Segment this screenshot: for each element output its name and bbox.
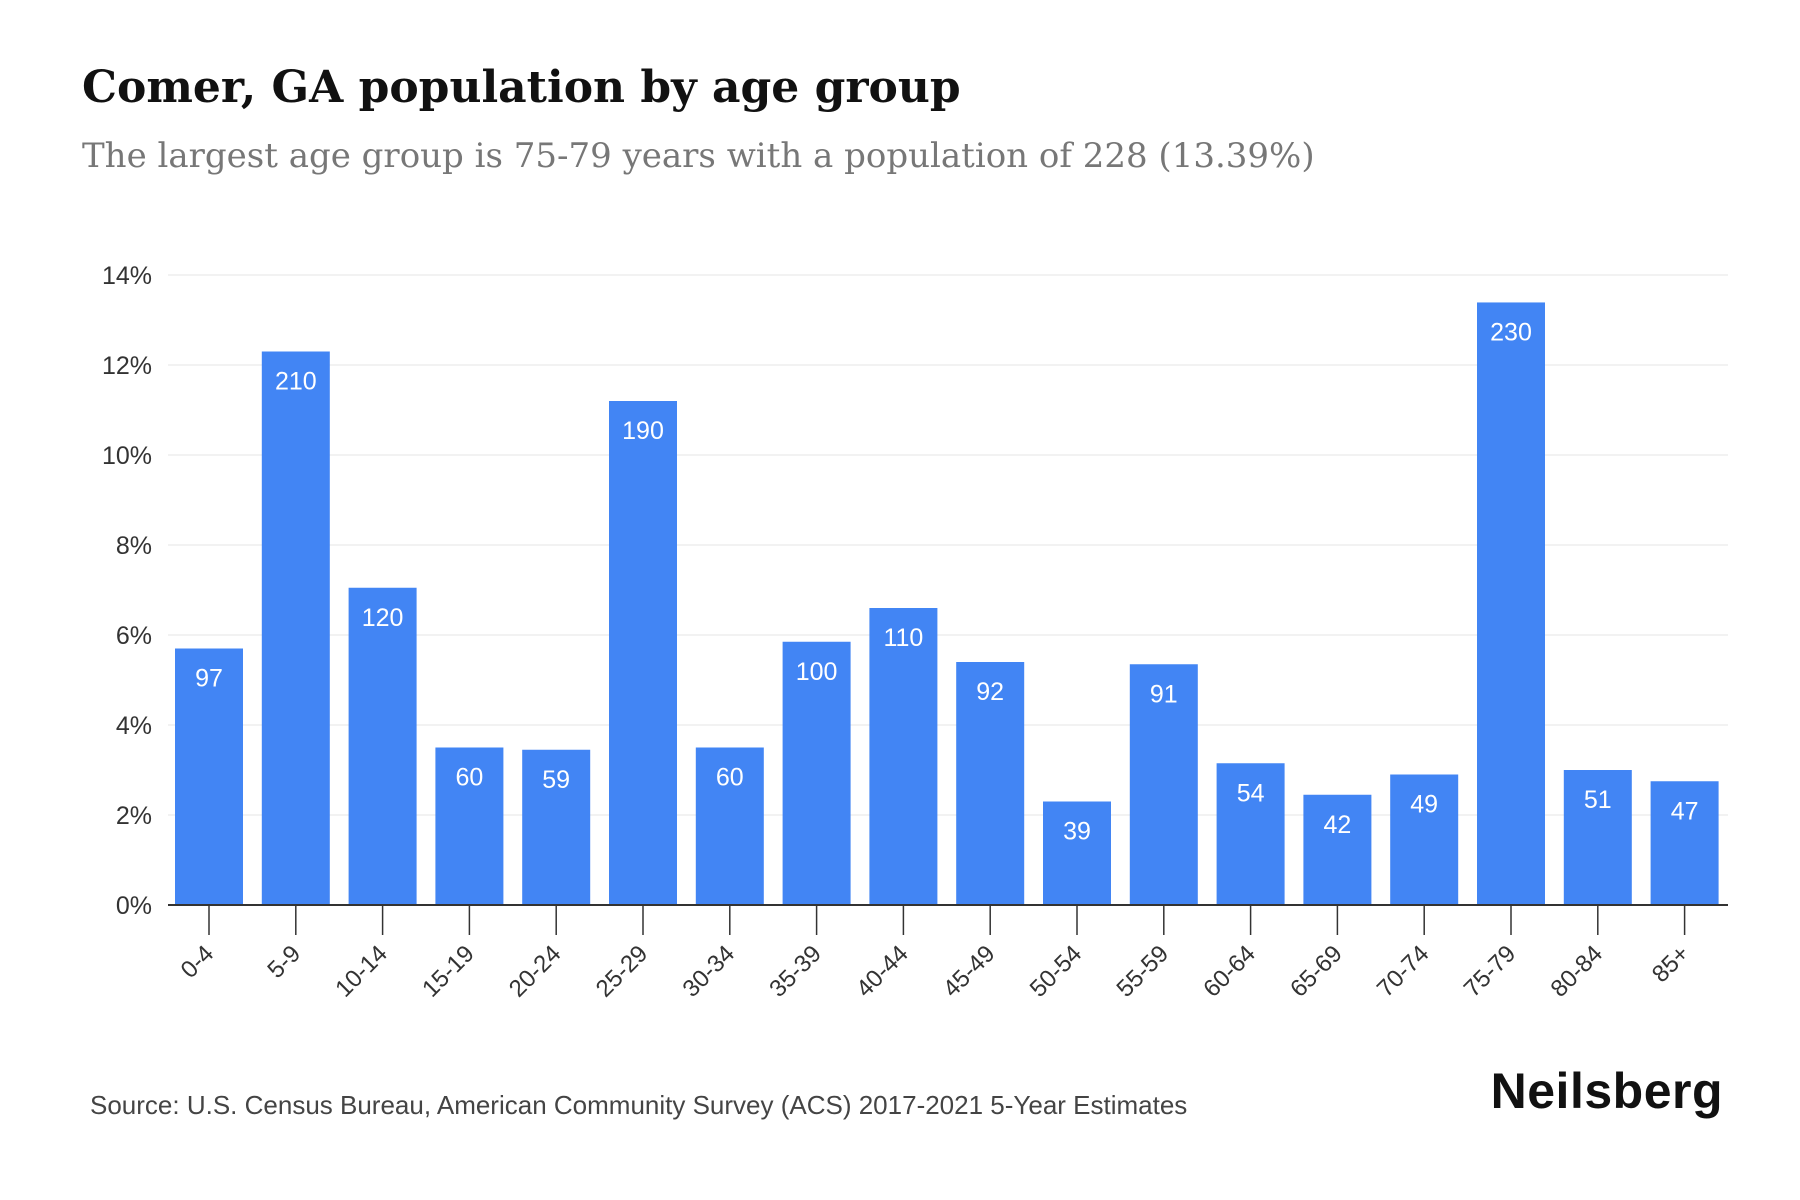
- bar-value-label: 110: [883, 624, 923, 652]
- bar-value-label: 97: [195, 665, 223, 693]
- bar-value-label: 47: [1671, 797, 1699, 825]
- x-tick-label: 75-79: [1459, 940, 1522, 1003]
- bar-50-54: [1043, 801, 1111, 905]
- bar-value-label: 91: [1150, 680, 1178, 708]
- bar-0-4: [175, 648, 243, 905]
- bar-value-label: 230: [1490, 318, 1532, 346]
- brand-logo: Neilsberg: [1490, 1063, 1723, 1119]
- x-tick-label: 45-49: [938, 940, 1001, 1003]
- x-tick-label: 0-4: [176, 940, 220, 984]
- bar-75-79: [1477, 302, 1545, 905]
- bar-value-label: 39: [1063, 818, 1091, 846]
- bar-45-49: [956, 662, 1025, 905]
- x-tick-label: 40-44: [851, 940, 914, 1003]
- x-tick-label: 15-19: [417, 940, 480, 1003]
- bar-85+: [1650, 781, 1719, 905]
- bar-15-19: [435, 747, 504, 905]
- bar-value-label: 51: [1584, 786, 1612, 814]
- bar-20-24: [522, 749, 591, 905]
- bar-value-label: 60: [455, 764, 483, 792]
- x-tick-label: 25-29: [591, 940, 654, 1003]
- y-tick-label: 0%: [116, 892, 152, 920]
- bar-25-29: [609, 401, 677, 905]
- chart-title: Comer, GA population by age group: [82, 62, 961, 113]
- y-tick-label: 8%: [116, 532, 152, 560]
- bar-60-64: [1216, 763, 1285, 905]
- bar-value-label: 92: [976, 678, 1004, 706]
- bar-value-label: 42: [1323, 811, 1351, 839]
- chart-subtitle: The largest age group is 75-79 years wit…: [82, 136, 1315, 176]
- bar-value-label: 54: [1237, 779, 1265, 807]
- x-tick-label: 80-84: [1546, 940, 1609, 1003]
- y-tick-label: 12%: [102, 352, 152, 380]
- bar-55-59: [1129, 664, 1198, 905]
- x-tick-label: 10-14: [330, 940, 393, 1003]
- bar-chart: 0% 2% 4% 6% 8% 10% 12% 14% 97 0-4 210 5-9 120 10-14 60…: [102, 262, 1728, 1003]
- bar-70-74: [1390, 774, 1459, 905]
- bar-35-39: [782, 641, 851, 905]
- bar-value-label: 60: [716, 764, 744, 792]
- x-tick-label: 60-64: [1198, 940, 1261, 1003]
- x-tick-label: 55-59: [1112, 940, 1175, 1003]
- bar-5-9: [261, 351, 330, 905]
- y-tick-label: 10%: [102, 442, 152, 470]
- x-tick-label: 50-54: [1025, 940, 1088, 1003]
- y-tick-label: 2%: [116, 802, 152, 830]
- x-tick-label: 30-34: [678, 940, 741, 1003]
- bar-40-44: [869, 608, 938, 905]
- y-tick-label: 6%: [116, 622, 152, 650]
- bar-value-label: 190: [622, 417, 664, 445]
- x-tick-label: 65-69: [1285, 940, 1348, 1003]
- bar-value-label: 100: [796, 658, 838, 686]
- y-tick-label: 4%: [116, 712, 152, 740]
- bar-value-label: 49: [1410, 791, 1438, 819]
- x-tick-label: 5-9: [262, 940, 306, 984]
- bar-value-label: 210: [275, 368, 317, 396]
- bar-30-34: [695, 747, 764, 905]
- x-tick-label: 70-74: [1372, 940, 1435, 1003]
- y-tick-label: 14%: [102, 262, 152, 290]
- x-tick-label: 85+: [1647, 940, 1695, 988]
- bar-10-14: [348, 587, 417, 905]
- bar-value-label: 120: [362, 604, 404, 632]
- source-note: Source: U.S. Census Bureau, American Com…: [90, 1090, 1188, 1120]
- bar-65-69: [1303, 794, 1372, 905]
- bar-80-84: [1563, 770, 1632, 905]
- bar-value-label: 59: [542, 766, 570, 794]
- x-tick-label: 35-39: [764, 940, 827, 1003]
- x-tick-label: 20-24: [504, 940, 567, 1003]
